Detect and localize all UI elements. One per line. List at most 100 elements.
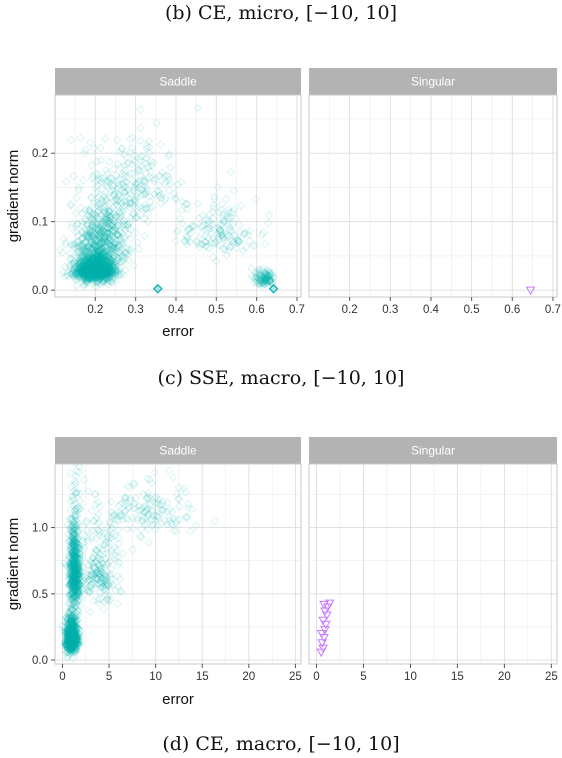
data-point-saddle xyxy=(68,525,77,534)
data-point-saddle xyxy=(71,630,80,639)
data-point-saddle xyxy=(64,629,74,638)
data-point-saddle xyxy=(94,257,103,267)
data-point-saddle xyxy=(70,588,80,597)
data-point-saddle xyxy=(96,246,105,255)
data-point-saddle xyxy=(75,264,85,274)
data-point-saddle xyxy=(223,213,233,222)
data-point-saddle xyxy=(113,178,123,188)
data-point-saddle xyxy=(74,247,84,257)
data-point-saddle xyxy=(67,634,77,643)
data-point-saddle xyxy=(70,631,79,640)
data-point-saddle xyxy=(266,276,276,285)
data-point-saddle xyxy=(101,240,111,250)
data-point-saddle xyxy=(101,231,111,240)
data-point-saddle xyxy=(101,538,111,547)
data-point-saddle xyxy=(80,273,89,283)
data-point-saddle xyxy=(69,564,79,573)
data-point-saddle xyxy=(149,511,159,520)
data-point-saddle xyxy=(75,271,84,280)
data-point-saddle xyxy=(68,635,78,644)
data-point-saddle xyxy=(73,247,83,257)
data-point-saddle xyxy=(99,271,108,281)
data-point-saddle xyxy=(259,278,269,287)
data-point-saddle xyxy=(81,263,90,272)
data-point-saddle xyxy=(71,488,80,497)
data-point-saddle xyxy=(67,639,76,648)
data-point-saddle xyxy=(67,619,77,629)
data-point-saddle xyxy=(94,260,103,269)
data-point-saddle xyxy=(84,254,94,263)
data-point-saddle xyxy=(100,572,110,581)
data-point-saddle xyxy=(66,522,76,531)
data-point-saddle xyxy=(69,539,78,548)
data-point-saddle xyxy=(97,261,106,270)
data-point-saddle xyxy=(68,550,77,560)
data-point-saddle xyxy=(85,260,95,269)
data-point-saddle xyxy=(67,629,77,639)
data-point-saddle xyxy=(198,211,208,220)
data-point-saddle xyxy=(117,144,127,153)
data-point-saddle xyxy=(99,263,108,272)
data-point-saddle xyxy=(104,538,114,548)
data-point-saddle xyxy=(107,574,117,584)
data-point-saddle xyxy=(67,556,77,566)
data-point-saddle xyxy=(81,245,91,255)
data-point-saddle xyxy=(94,260,104,270)
data-point-saddle xyxy=(66,630,76,640)
data-point-saddle xyxy=(92,255,102,264)
data-point-saddle xyxy=(65,628,75,637)
data-point-saddle xyxy=(95,250,104,260)
data-point-saddle xyxy=(69,629,78,639)
data-point-saddle xyxy=(66,643,75,652)
data-point-saddle xyxy=(89,257,98,267)
data-point-saddle xyxy=(115,240,125,250)
data-point-saddle xyxy=(67,542,76,551)
data-point-saddle xyxy=(100,239,109,248)
data-point-saddle xyxy=(87,557,96,567)
data-point-saddle xyxy=(65,617,75,626)
data-point-saddle xyxy=(85,269,95,279)
data-point-saddle xyxy=(120,224,130,234)
data-point-saddle xyxy=(67,637,77,647)
data-point-saddle xyxy=(264,277,273,286)
data-point-saddle xyxy=(99,236,108,246)
data-point-saddle xyxy=(67,627,77,637)
data-point-saddle xyxy=(66,637,75,646)
data-point-saddle xyxy=(66,634,76,643)
data-point-saddle xyxy=(265,267,274,277)
data-point-saddle xyxy=(104,207,113,217)
data-point-saddle xyxy=(99,264,109,273)
data-point-saddle xyxy=(67,590,77,600)
data-point-saddle xyxy=(96,263,106,272)
data-point-saddle xyxy=(259,271,269,281)
data-point-saddle xyxy=(70,614,80,623)
data-point-saddle xyxy=(104,270,114,279)
x-tick-label: 0 xyxy=(313,671,319,683)
data-point-saddle xyxy=(101,573,111,582)
data-point-saddle xyxy=(91,267,100,277)
data-point-saddle xyxy=(82,260,92,269)
data-point-saddle xyxy=(65,628,75,637)
data-point-saddle xyxy=(66,639,76,648)
data-point-saddle xyxy=(118,499,128,508)
data-point-saddle xyxy=(101,583,110,592)
data-point-saddle xyxy=(67,580,77,589)
data-point-saddle xyxy=(69,606,78,615)
data-point-saddle xyxy=(98,257,108,267)
data-point-saddle xyxy=(91,259,101,269)
data-point-saddle xyxy=(73,571,82,580)
data-point-saddle xyxy=(126,197,135,206)
data-point-saddle xyxy=(63,640,72,649)
data-point-saddle xyxy=(70,567,79,576)
data-point-saddle xyxy=(260,273,270,283)
data-point-saddle xyxy=(64,631,74,640)
data-point-saddle xyxy=(72,542,81,551)
data-point-saddle xyxy=(107,273,116,282)
data-point-saddle xyxy=(86,267,95,276)
data-point-saddle xyxy=(66,562,76,571)
data-point-saddle xyxy=(100,270,110,280)
data-point-saddle xyxy=(69,627,78,636)
data-point-saddle xyxy=(113,256,123,266)
data-point-saddle xyxy=(104,264,113,273)
data-point-saddle xyxy=(66,625,75,634)
